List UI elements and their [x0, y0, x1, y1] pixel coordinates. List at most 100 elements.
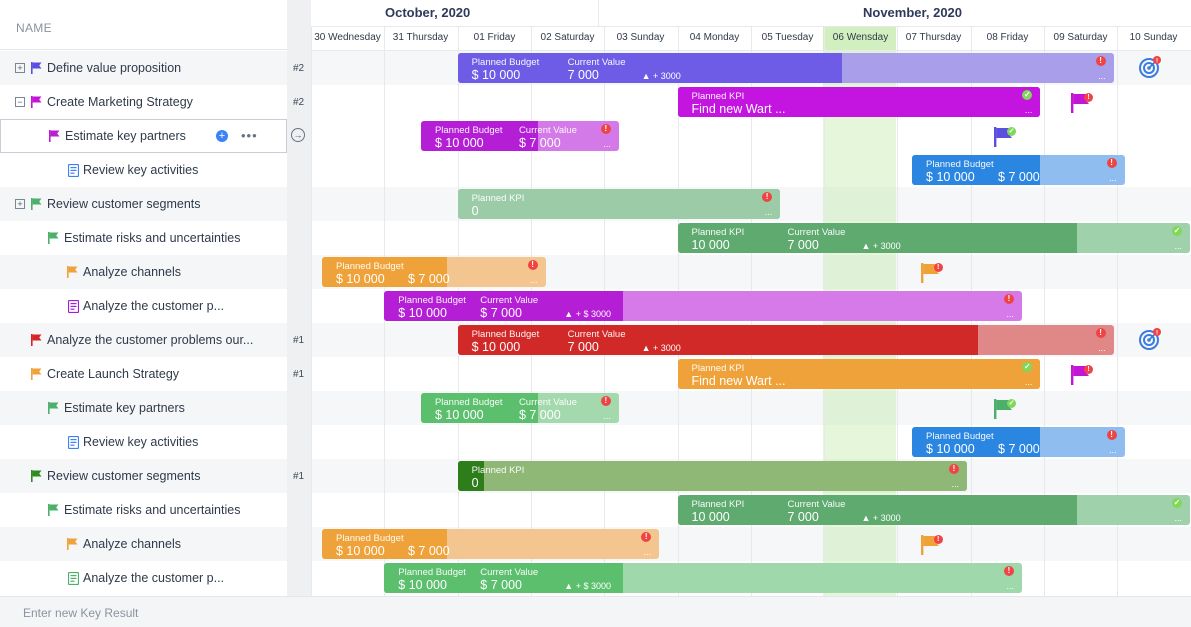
task-row[interactable]: Analyze the customer problems our...	[0, 323, 287, 357]
task-bar[interactable]: Planned Budget $ 10 000 Current Value 7 000…	[457, 325, 1114, 355]
bar-more-icon[interactable]: ...	[1109, 445, 1117, 455]
task-row[interactable]: + Define value proposition	[0, 51, 287, 85]
task-row[interactable]: Review customer segments	[0, 459, 287, 493]
bar-delta: ▲ + 3000	[641, 71, 681, 81]
add-subtask-icon[interactable]: +	[216, 130, 228, 142]
task-label[interactable]: Define value proposition	[47, 61, 182, 75]
warning-status-icon: !	[933, 535, 943, 544]
task-label[interactable]: Analyze the customer p...	[83, 299, 225, 313]
task-row[interactable]: Estimate risks and uncertainties	[0, 221, 287, 255]
day-label: 04 Monday	[689, 32, 740, 43]
milestone-flag-icon[interactable]: !	[920, 263, 943, 283]
more-options-icon[interactable]: •••	[241, 128, 258, 143]
task-row[interactable]: Estimate key partners + •••	[0, 119, 287, 153]
task-bar[interactable]: Planned Budget $ 10 000 Current Value $ 7 0…	[420, 393, 619, 423]
bar-field-value: $ 10 000	[335, 544, 385, 558]
bar-field-value: 7 000	[567, 68, 599, 82]
task-label[interactable]: Estimate key partners	[64, 401, 185, 415]
milestone-flag-icon[interactable]: ✓	[994, 127, 1017, 147]
task-row[interactable]: Analyze the customer p...	[0, 289, 287, 323]
task-bar[interactable]: Planned KPI 10 000 Current Value 7 000 ▲ + 3…	[677, 223, 1190, 253]
task-bar[interactable]: Planned Budget $ 10 000 Current Value $ 7 0…	[384, 291, 1022, 321]
new-key-result-input[interactable]: Enter new Key Result	[0, 596, 1191, 627]
warning-status-icon: !	[1083, 365, 1093, 374]
task-bar[interactable]: Planned Budget $ 10 000 Current Value $ 7 0…	[420, 121, 619, 151]
bar-progress	[912, 427, 1041, 457]
task-bar[interactable]: Planned KPI 0!...	[457, 189, 781, 219]
priority-badge: #1	[293, 471, 305, 482]
bar-delta: ▲ + 3000	[861, 241, 901, 251]
scroll-to-bar-icon[interactable]: →	[291, 128, 305, 142]
bar-more-icon[interactable]: ...	[1024, 377, 1033, 387]
bar-more-icon[interactable]: ...	[1024, 105, 1033, 115]
bar-field-title: Current Value	[518, 397, 577, 408]
task-bar[interactable]: Planned Budget $ 10 000 $ 7 000!...	[912, 155, 1125, 185]
task-row[interactable]: Create Launch Strategy	[0, 357, 287, 391]
task-label[interactable]: Create Marketing Strategy	[47, 95, 193, 109]
task-row[interactable]: Review key activities	[0, 153, 287, 187]
bar-more-icon[interactable]: ...	[951, 479, 960, 489]
task-label[interactable]: Estimate risks and uncertainties	[64, 231, 241, 245]
bar-field-value: $ 10 000	[926, 442, 975, 456]
bar-progress	[677, 87, 1041, 117]
bar-field-title: Planned Budget	[471, 329, 540, 340]
bar-more-icon[interactable]: ...	[1098, 71, 1106, 81]
milestone-flag-icon[interactable]: ✓	[994, 399, 1017, 419]
task-label[interactable]: Review customer segments	[47, 197, 201, 211]
task-row[interactable]: Estimate key partners	[0, 391, 287, 425]
milestone-flag-icon[interactable]: !	[1070, 93, 1093, 113]
bar-field-title: Planned KPI	[691, 227, 745, 238]
bar-more-icon[interactable]: ...	[1109, 173, 1117, 183]
task-label[interactable]: Analyze channels	[83, 265, 181, 279]
task-bar[interactable]: Planned KPI Find new Wart ... ✓...	[677, 359, 1041, 389]
bar-more-icon[interactable]: ...	[1098, 343, 1106, 353]
bar-more-icon[interactable]: ...	[643, 547, 652, 557]
bar-field-title: Planned Budget	[434, 397, 503, 408]
task-label[interactable]: Create Launch Strategy	[47, 367, 180, 381]
task-bar[interactable]: Planned KPI Find new Wart ... ✓...	[677, 87, 1041, 117]
task-label[interactable]: Analyze the customer p...	[83, 571, 225, 585]
task-row[interactable]: Estimate risks and uncertainties	[0, 493, 287, 527]
bar-more-icon[interactable]: ...	[603, 411, 611, 421]
goal-target-icon[interactable]: !	[1138, 328, 1161, 350]
task-row[interactable]: Review key activities	[0, 425, 287, 459]
task-bar[interactable]: Planned KPI 10 000 Current Value 7 000 ▲ + 3…	[677, 495, 1190, 525]
goal-target-icon[interactable]: !	[1138, 56, 1161, 78]
warning-status-icon: !	[527, 260, 538, 270]
bar-field-value: 0	[471, 204, 479, 218]
task-label[interactable]: Review customer segments	[47, 469, 201, 483]
task-label[interactable]: Review key activities	[83, 435, 199, 449]
bar-more-icon[interactable]: ...	[603, 139, 611, 149]
task-row[interactable]: Analyze channels	[0, 527, 287, 561]
bar-more-icon[interactable]: ...	[1174, 241, 1182, 251]
bar-more-icon[interactable]: ...	[530, 275, 538, 285]
task-label[interactable]: Review key activities	[83, 163, 199, 177]
task-row[interactable]: Analyze channels	[0, 255, 287, 289]
task-label[interactable]: Estimate risks and uncertainties	[64, 503, 241, 517]
task-label[interactable]: Analyze channels	[83, 537, 181, 551]
task-label[interactable]: Estimate key partners	[65, 129, 186, 143]
task-label[interactable]: Analyze the customer problems our...	[47, 333, 254, 347]
collapse-icon[interactable]: −	[15, 97, 25, 107]
task-row[interactable]: Analyze the customer p...	[0, 561, 287, 595]
bar-more-icon[interactable]: ...	[1006, 581, 1014, 591]
flag-icon	[67, 538, 78, 550]
task-row[interactable]: + Review customer segments	[0, 187, 287, 221]
bar-more-icon[interactable]: ...	[1006, 309, 1014, 319]
bar-field-title: Planned KPI	[691, 363, 745, 374]
expand-icon[interactable]: +	[15, 63, 25, 73]
milestone-flag-icon[interactable]: !	[920, 535, 943, 555]
task-bar[interactable]: Planned Budget $ 10 000 $ 7 000!...	[912, 427, 1125, 457]
name-column-header[interactable]: NAME	[0, 0, 287, 50]
task-bar[interactable]: Planned KPI 0!...	[457, 461, 968, 491]
task-bar[interactable]: Planned Budget $ 10 000 $ 7 000!...	[321, 257, 546, 287]
today-header-highlight	[823, 26, 896, 50]
task-bar[interactable]: Planned Budget $ 10 000 Current Value $ 7 0…	[384, 563, 1022, 593]
task-bar[interactable]: Planned Budget $ 10 000 $ 7 000!...	[321, 529, 660, 559]
bar-more-icon[interactable]: ...	[1174, 513, 1182, 523]
milestone-flag-icon[interactable]: !	[1070, 365, 1093, 385]
task-bar[interactable]: Planned Budget $ 10 000 Current Value 7 000…	[457, 53, 1114, 83]
expand-icon[interactable]: +	[15, 199, 25, 209]
task-row[interactable]: − Create Marketing Strategy	[0, 85, 287, 119]
bar-more-icon[interactable]: ...	[764, 207, 773, 217]
